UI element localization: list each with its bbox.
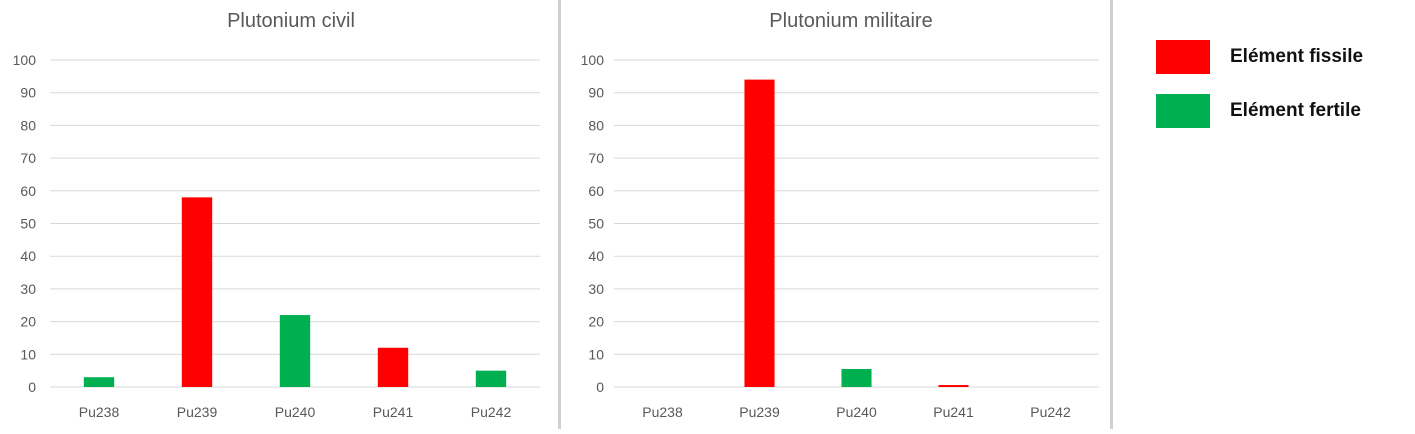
- x-tick-label: Pu238: [79, 404, 120, 420]
- chart-plutonium-civil: Plutonium civil 0 10 20 30 40 50 60 70 80 90 100 Pu2…: [0, 0, 556, 429]
- x-tick-label: Pu240: [836, 404, 877, 420]
- legend-label-fissile: Elément fissile: [1230, 46, 1364, 67]
- y-tick-label: 70: [20, 150, 36, 166]
- y-tick-label: 10: [588, 346, 604, 362]
- x-tick-label: Pu239: [739, 404, 780, 420]
- x-tick-label: Pu239: [177, 404, 218, 420]
- bar-pu239: [744, 79, 775, 388]
- bar-pu238: [83, 377, 115, 387]
- legend-item-fertile: Elément fertile: [1156, 94, 1363, 128]
- x-tick-label: Pu240: [275, 404, 316, 420]
- y-tick-label: 70: [588, 150, 604, 166]
- x-tick-label: Pu242: [1030, 404, 1071, 420]
- x-tick-label: Pu241: [373, 404, 414, 420]
- chart-civil-svg: Plutonium civil 0 10 20 30 40 50 60 70 80 90 100 Pu2…: [13, 10, 540, 420]
- y-tick-label: 100: [581, 52, 605, 68]
- y-tick-label: 60: [588, 183, 604, 199]
- y-tick-label: 90: [20, 85, 36, 101]
- chart-militaire-svg: Plutonium militaire 0 10 20 30 40 50 60 70 80 90 10…: [581, 10, 1099, 420]
- x-tick-label: Pu238: [642, 404, 683, 420]
- y-tick-label: 20: [588, 314, 604, 330]
- y-tick-label: 50: [588, 216, 604, 232]
- y-tick-label: 0: [596, 379, 604, 395]
- bar-pu241: [377, 347, 409, 387]
- legend-swatch-fertile: [1156, 94, 1210, 128]
- bar-pu242: [475, 370, 507, 387]
- bar-pu240: [279, 315, 311, 387]
- x-tick-label: Pu241: [933, 404, 974, 420]
- chart-title: Plutonium militaire: [769, 10, 932, 32]
- chart-plutonium-militaire: Plutonium militaire 0 10 20 30 40 50 60 70 80 90 10…: [566, 0, 1108, 429]
- chart-separator: [1110, 0, 1113, 429]
- legend: Elément fissile Elément fertile: [1156, 40, 1363, 148]
- legend-label-fertile: Elément fertile: [1230, 100, 1361, 121]
- y-tick-label: 80: [588, 117, 604, 133]
- y-tick-label: 40: [20, 248, 36, 264]
- bar-pu239: [181, 197, 213, 387]
- y-tick-label: 50: [20, 216, 36, 232]
- y-tick-label: 10: [20, 346, 36, 362]
- x-tick-label: Pu242: [471, 404, 512, 420]
- y-tick-label: 30: [588, 281, 604, 297]
- y-tick-label: 40: [588, 248, 604, 264]
- y-tick-label: 80: [20, 117, 36, 133]
- y-tick-label: 0: [28, 379, 36, 395]
- y-tick-label: 100: [13, 52, 37, 68]
- legend-swatch-fissile: [1156, 40, 1210, 74]
- y-tick-label: 60: [20, 183, 36, 199]
- y-tick-label: 20: [20, 314, 36, 330]
- y-tick-label: 90: [588, 85, 604, 101]
- bar-pu241: [938, 385, 969, 387]
- chart-title: Plutonium civil: [227, 10, 355, 32]
- bar-pu240: [841, 369, 872, 387]
- y-tick-label: 30: [20, 281, 36, 297]
- chart-separator: [558, 0, 561, 429]
- legend-item-fissile: Elément fissile: [1156, 40, 1363, 74]
